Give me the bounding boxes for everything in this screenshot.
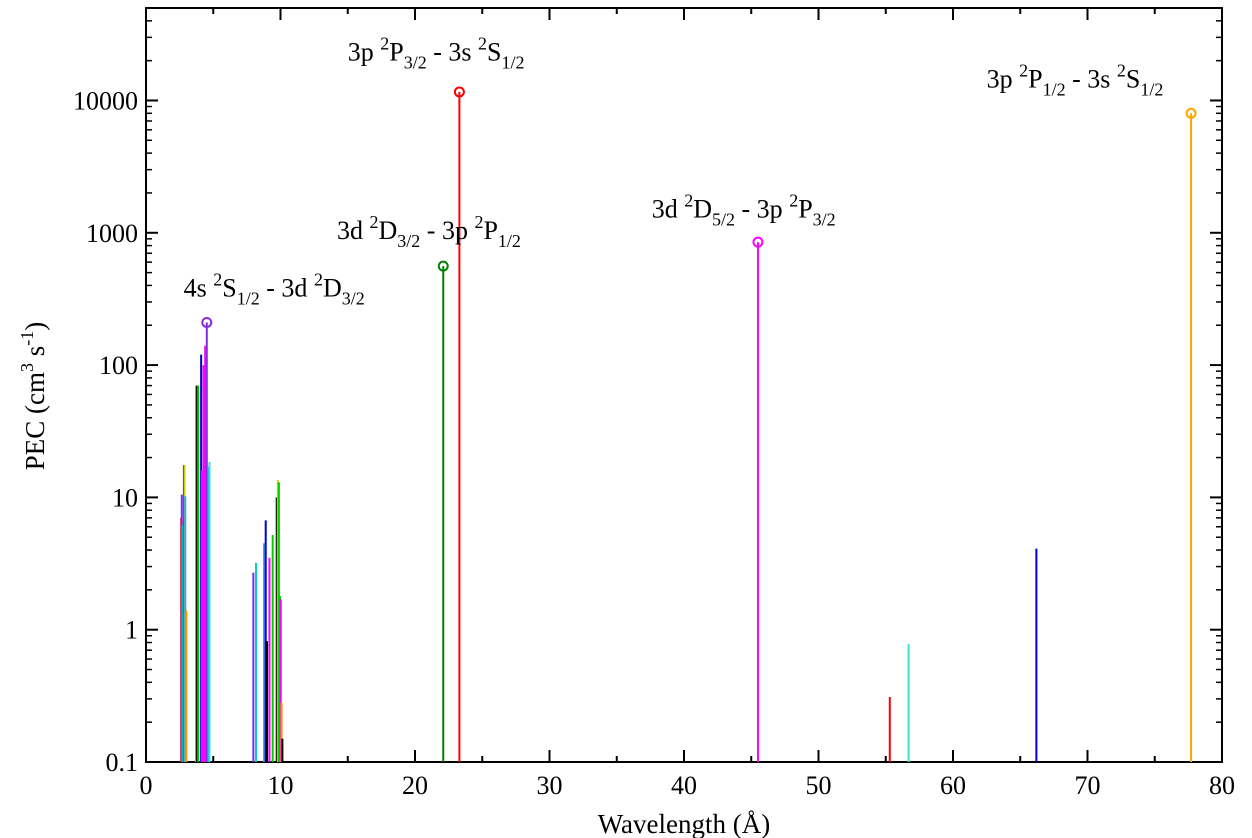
spectral-lines [180, 86, 1197, 762]
transition-label: 3p 2P1/2 - 3s 2S1/2 [987, 61, 1164, 100]
line-peak-marker [1185, 107, 1197, 119]
y-tick-label: 0.1 [106, 748, 139, 777]
y-axis-label: PEC (cm3 s-1) [17, 322, 50, 471]
y-tick-label: 10000 [73, 86, 138, 115]
y-tick-label: 10 [112, 483, 138, 512]
x-tick-label: 70 [1075, 771, 1101, 800]
x-tick-label: 60 [940, 771, 966, 800]
y-tick-label: 100 [99, 351, 138, 380]
x-axis-ticks: 0 10 20 30 40 50 60 70 80 [140, 8, 1235, 800]
y-tick-label: 1000 [86, 219, 138, 248]
transition-label: 4s 2S1/2 - 3d 2D3/2 [184, 269, 365, 308]
y-axis-ticks: 0.1 1 10 100 1000 10000 [73, 20, 1222, 777]
transition-label: 3d 2D3/2 - 3p 2P1/2 [337, 212, 521, 251]
line-peak-marker [201, 316, 213, 328]
axes-frame [145, 7, 1223, 763]
line-peak-marker [752, 236, 764, 248]
x-tick-label: 50 [806, 771, 832, 800]
x-tick-label: 80 [1209, 771, 1235, 800]
line-annotations: 3p 2P3/2 - 3s 2S1/2 3d 2D3/2 - 3p 2P1/2 4s… [184, 34, 1164, 309]
x-tick-label: 20 [402, 771, 428, 800]
y-tick-label: 1 [125, 616, 138, 645]
x-tick-label: 40 [671, 771, 697, 800]
x-tick-label: 30 [537, 771, 563, 800]
line-peak-marker [453, 86, 465, 98]
transition-label: 3d 2D5/2 - 3p 2P3/2 [652, 191, 836, 230]
x-axis-label: Wavelength (Å) [598, 809, 771, 838]
x-tick-label: 10 [268, 771, 294, 800]
plot-frame [145, 7, 1223, 763]
transition-label: 3p 2P3/2 - 3s 2S1/2 [348, 34, 525, 73]
x-tick-label: 0 [140, 771, 153, 800]
line-peak-marker [437, 260, 449, 272]
